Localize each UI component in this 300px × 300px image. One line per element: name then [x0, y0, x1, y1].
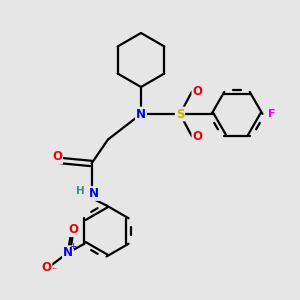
Text: S: S: [176, 107, 184, 121]
Text: ⁻: ⁻: [51, 267, 56, 277]
Text: F: F: [268, 109, 275, 119]
Text: H: H: [76, 186, 85, 196]
Text: N: N: [89, 187, 99, 200]
Text: O: O: [52, 150, 62, 164]
Text: +: +: [70, 242, 77, 251]
Text: O: O: [192, 130, 203, 143]
Text: O: O: [68, 223, 78, 236]
Text: O: O: [41, 261, 51, 274]
Text: O: O: [192, 85, 203, 98]
Text: N: N: [63, 246, 73, 259]
Text: N: N: [136, 107, 146, 121]
